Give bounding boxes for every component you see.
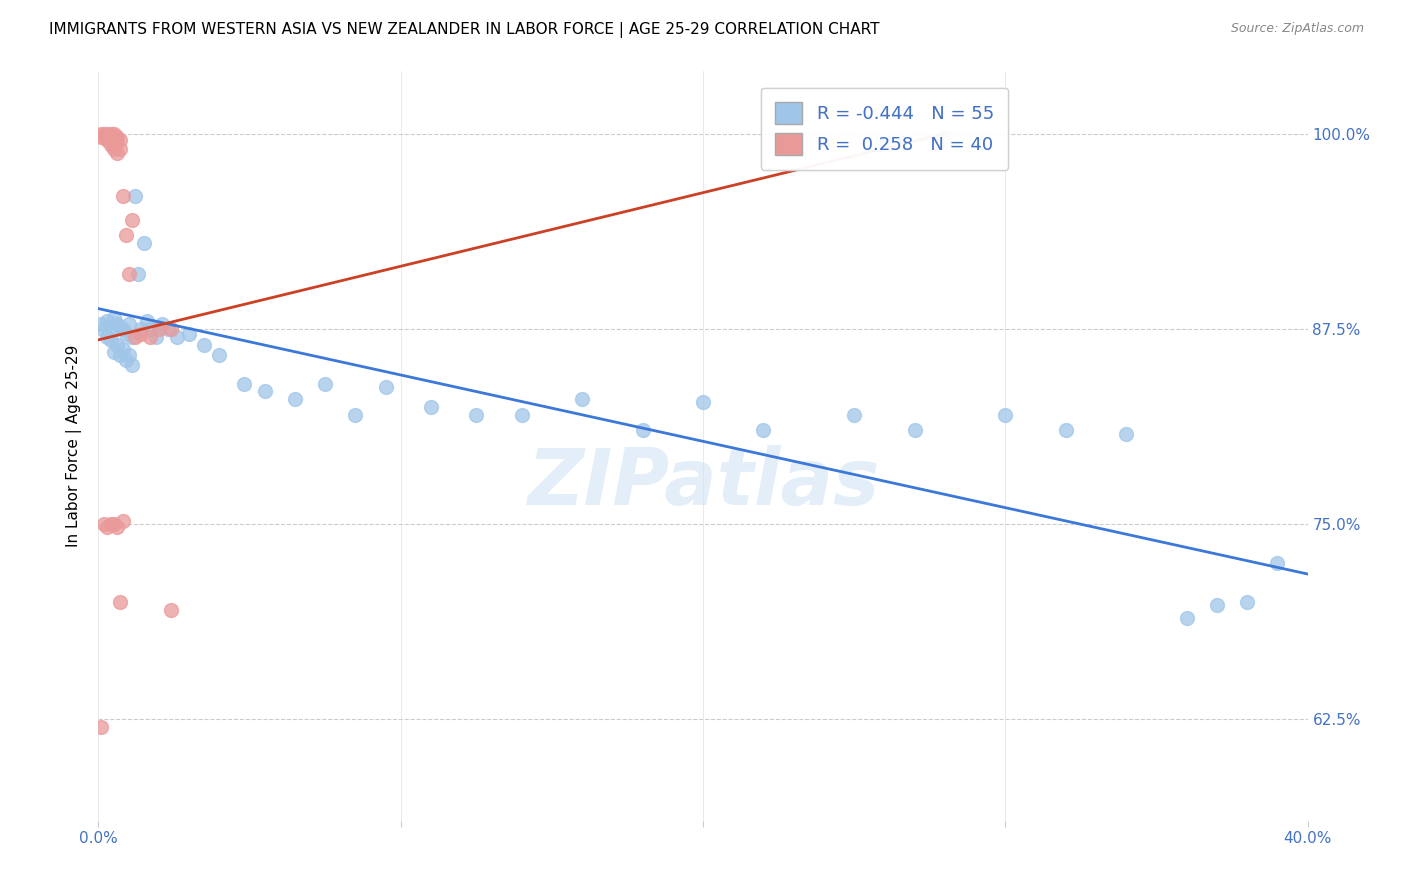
- Point: [156, 322, 179, 336]
- Point: [90, 127, 112, 141]
- Point: [132, 236, 155, 251]
- Point: [111, 514, 134, 528]
- Point: [96, 330, 118, 344]
- Point: [103, 127, 125, 141]
- Point: [96, 130, 118, 145]
- Point: [111, 322, 134, 336]
- Point: [114, 326, 136, 341]
- Point: [148, 322, 170, 336]
- Point: [100, 320, 122, 334]
- Point: [105, 520, 128, 534]
- Point: [139, 322, 162, 336]
- Point: [103, 133, 125, 147]
- Text: Source: ZipAtlas.com: Source: ZipAtlas.com: [1230, 22, 1364, 36]
- Point: [150, 318, 173, 332]
- Point: [121, 358, 143, 372]
- Point: [103, 143, 125, 157]
- Point: [904, 424, 927, 438]
- Point: [96, 133, 118, 147]
- Point: [179, 326, 201, 341]
- Point: [100, 137, 122, 152]
- Point: [124, 189, 146, 203]
- Point: [103, 517, 125, 532]
- Point: [103, 345, 125, 359]
- Text: ZIPatlas: ZIPatlas: [527, 445, 879, 522]
- Point: [103, 311, 125, 326]
- Point: [139, 330, 162, 344]
- Point: [93, 517, 115, 532]
- Point: [145, 330, 167, 344]
- Point: [100, 333, 122, 347]
- Point: [129, 326, 152, 341]
- Point: [103, 130, 125, 145]
- Point: [96, 127, 118, 141]
- Point: [121, 212, 143, 227]
- Point: [105, 133, 128, 147]
- Point: [118, 349, 141, 363]
- Point: [208, 349, 231, 363]
- Point: [108, 143, 131, 157]
- Point: [465, 408, 488, 422]
- Point: [108, 320, 131, 334]
- Point: [510, 408, 533, 422]
- Point: [105, 130, 128, 145]
- Point: [105, 318, 128, 332]
- Point: [105, 337, 128, 351]
- Point: [100, 133, 122, 147]
- Point: [160, 322, 183, 336]
- Point: [1236, 595, 1258, 609]
- Point: [571, 392, 593, 407]
- Point: [232, 376, 254, 391]
- Point: [118, 318, 141, 332]
- Point: [374, 380, 396, 394]
- Point: [93, 130, 115, 145]
- Point: [103, 137, 125, 152]
- Point: [420, 400, 443, 414]
- Point: [100, 127, 122, 141]
- Point: [93, 127, 115, 141]
- Point: [114, 353, 136, 368]
- Point: [90, 318, 112, 332]
- Point: [105, 145, 128, 160]
- Legend: R = -0.444   N = 55, R =  0.258   N = 40: R = -0.444 N = 55, R = 0.258 N = 40: [761, 88, 1008, 169]
- Point: [994, 408, 1017, 422]
- Point: [129, 322, 152, 336]
- Point: [253, 384, 276, 399]
- Point: [127, 268, 149, 282]
- Point: [344, 408, 367, 422]
- Point: [1175, 611, 1198, 625]
- Point: [314, 376, 336, 391]
- Point: [166, 330, 188, 344]
- Point: [1267, 556, 1289, 570]
- Point: [1206, 599, 1229, 613]
- Point: [934, 130, 956, 145]
- Point: [752, 424, 775, 438]
- Point: [121, 330, 143, 344]
- Y-axis label: In Labor Force | Age 25-29: In Labor Force | Age 25-29: [66, 345, 83, 547]
- Point: [692, 395, 714, 409]
- Point: [631, 424, 654, 438]
- Point: [108, 595, 131, 609]
- Point: [108, 133, 131, 147]
- Text: IMMIGRANTS FROM WESTERN ASIA VS NEW ZEALANDER IN LABOR FORCE | AGE 25-29 CORRELA: IMMIGRANTS FROM WESTERN ASIA VS NEW ZEAL…: [49, 22, 880, 38]
- Point: [96, 314, 118, 328]
- Point: [124, 330, 146, 344]
- Point: [1054, 424, 1077, 438]
- Point: [118, 268, 141, 282]
- Point: [135, 314, 157, 328]
- Point: [100, 130, 122, 145]
- Point: [96, 520, 118, 534]
- Point: [100, 517, 122, 532]
- Point: [193, 337, 215, 351]
- Point: [844, 408, 866, 422]
- Point: [160, 603, 183, 617]
- Point: [1115, 426, 1137, 441]
- Point: [90, 720, 112, 734]
- Point: [93, 324, 115, 338]
- Point: [111, 343, 134, 357]
- Point: [284, 392, 307, 407]
- Point: [108, 349, 131, 363]
- Point: [90, 130, 112, 145]
- Point: [111, 189, 134, 203]
